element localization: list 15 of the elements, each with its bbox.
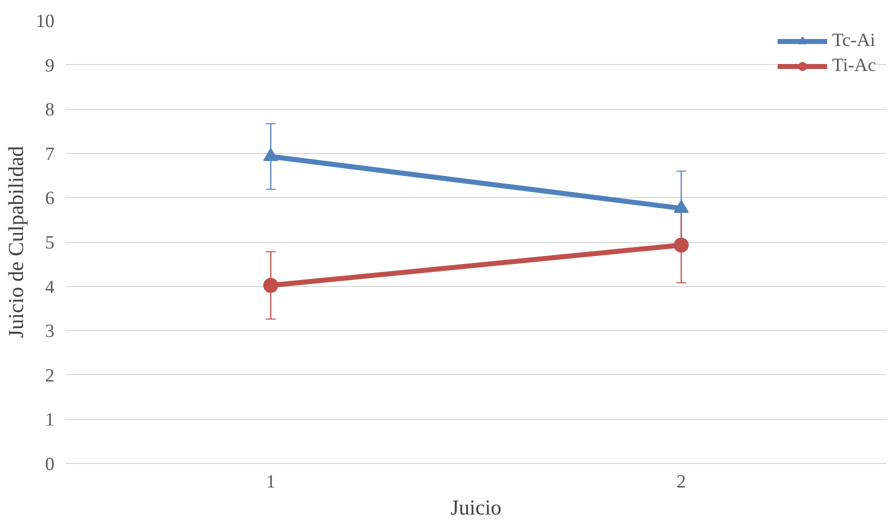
legend-label: Tc-Ai: [832, 30, 876, 52]
y-tick-label: 7: [45, 144, 54, 165]
x-axis-title: Juicio: [450, 496, 502, 520]
y-tick-label: 9: [45, 55, 54, 76]
y-tick-label: 5: [45, 232, 54, 254]
y-tick-label: 8: [45, 100, 54, 121]
y-tick-label: 1: [45, 410, 54, 431]
y-tick-label: 3: [45, 321, 54, 342]
y-tick-label: 2: [45, 365, 54, 386]
y-axis-title: Juicio de Culpabilidad: [4, 146, 28, 338]
y-tick-label: 10: [36, 11, 54, 32]
legend-label: Ti-Ac: [832, 55, 876, 77]
y-tick-label: 6: [45, 188, 54, 210]
y-tick-label: 0: [45, 454, 54, 475]
y-tick-label: 4: [45, 276, 56, 298]
